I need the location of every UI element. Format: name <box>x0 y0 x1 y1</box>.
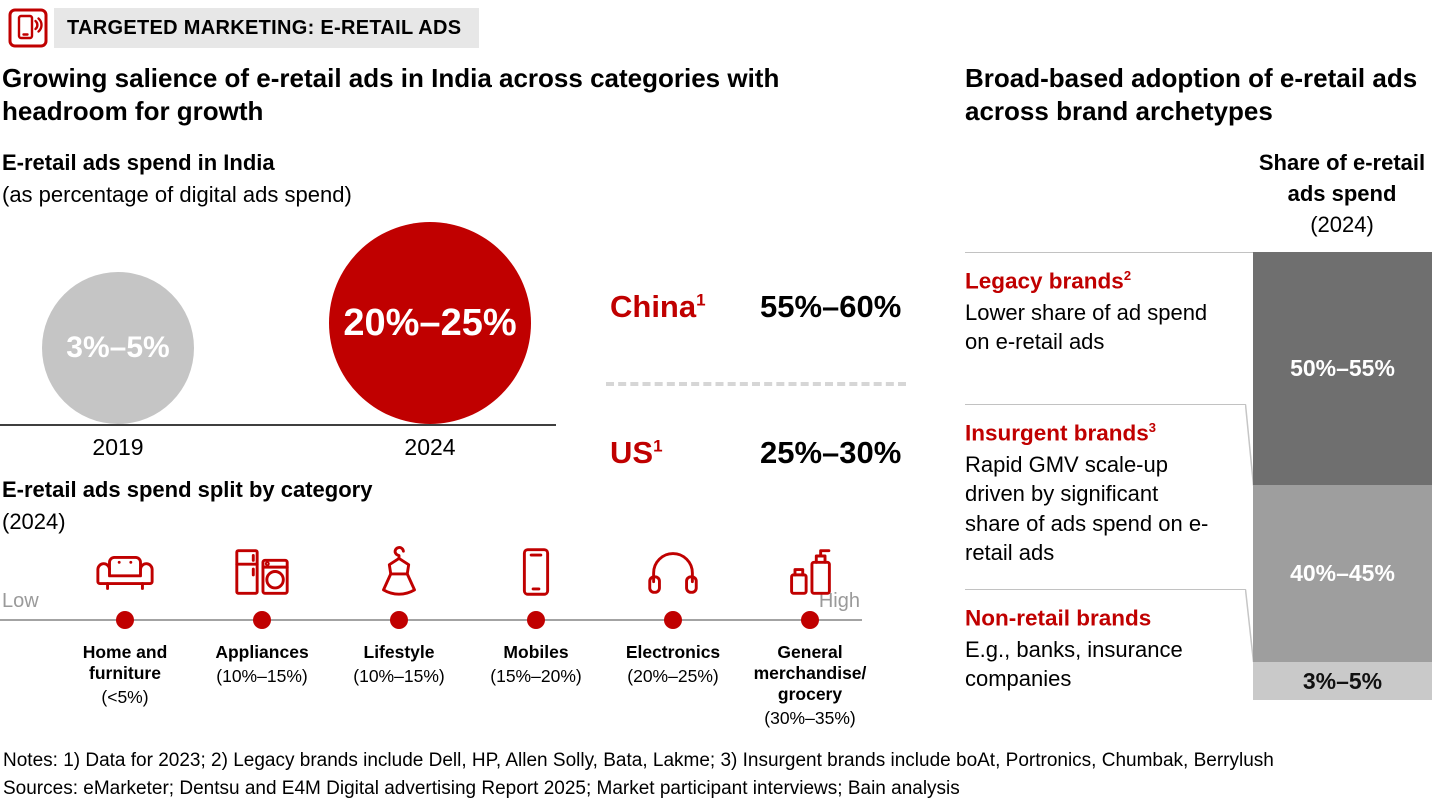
bar-segment-non-retail-value: 3%–5% <box>1302 667 1383 694</box>
benchmark-us-value: 25%–30% <box>760 435 902 470</box>
category-dot <box>116 611 134 629</box>
category-dot <box>527 611 545 629</box>
bubble-2019: 3%–5% <box>42 272 194 424</box>
category-appliances: Appliances (10%–15%) <box>182 536 342 687</box>
sources-line: Sources: eMarketer; Dentsu and E4M Digit… <box>3 777 960 799</box>
archetype-insurgent-description: Rapid GMV scale-up driven by significant… <box>965 451 1209 566</box>
category-name: Mobiles <box>503 642 569 662</box>
archetype-non-retail-name: Non-retail brands <box>965 598 1221 633</box>
axis-label-high: High <box>818 590 860 612</box>
bar-chart-subtitle: (2024) <box>1310 212 1374 237</box>
archetype-insurgent-footnote: 3 <box>1148 420 1157 435</box>
archetype-non-retail-description: E.g., banks, insurance companies <box>965 636 1183 692</box>
category-dot <box>801 611 819 629</box>
archetype-legacy-label: Legacy brands <box>965 268 1124 294</box>
bar-segment-insurgent-value: 40%–45% <box>1290 560 1395 586</box>
archetype-insurgent: Insurgent brands3 Rapid GMV scale-up dri… <box>965 413 1221 568</box>
notes-line: Notes: 1) Data for 2023; 2) Legacy brand… <box>3 750 1274 771</box>
category-name: Electronics <box>625 642 721 662</box>
year-label-2019: 2019 <box>92 434 144 460</box>
sofa-icon <box>94 536 156 600</box>
category-axis <box>0 619 862 621</box>
benchmark-us-name: US <box>610 435 654 470</box>
category-mobiles: Mobiles (15%–20%) <box>456 536 616 687</box>
header-badge: TARGETED MARKETING: E-RETAIL ADS <box>8 8 480 48</box>
badge-label: TARGETED MARKETING: E-RETAIL ADS <box>54 8 480 48</box>
archetype-non-retail: Non-retail brands E.g., banks, insurance… <box>965 598 1221 694</box>
bubble-2024-value: 20%–25% <box>343 301 517 344</box>
benchmark-china: China1 55%–60% <box>610 289 901 325</box>
benchmark-china-value: 55%–60% <box>760 289 902 324</box>
category-range: (15%–20%) <box>490 666 582 686</box>
category-general-merchandise: General merchandise/ grocery (30%–35%) <box>730 536 890 729</box>
bar-chart-title: Share of e-retail ads spend <box>1258 150 1426 206</box>
bar-connector-lines <box>1245 404 1254 663</box>
archetype-separator <box>965 404 1246 405</box>
footnotes: Notes: 1) Data for 2023; 2) Legacy brand… <box>3 747 1437 802</box>
bar-segment-legacy-value: 50%–55% <box>1290 355 1395 381</box>
category-name: Appliances <box>215 642 309 662</box>
toiletries-icon <box>779 536 841 600</box>
category-dot <box>664 611 682 629</box>
category-lifestyle: Lifestyle (10%–15%) <box>319 536 479 687</box>
bar-segment-legacy: 50%–55% <box>1253 252 1432 485</box>
archetype-separator <box>965 589 1246 590</box>
appliances-icon <box>231 536 293 600</box>
category-dot <box>390 611 408 629</box>
archetype-insurgent-name: Insurgent brands3 <box>965 413 1221 448</box>
archetype-non-retail-label: Non-retail brands <box>965 605 1152 631</box>
benchmark-divider <box>606 382 906 386</box>
benchmark-china-name: China <box>610 289 697 324</box>
benchmark-us-label: US1 <box>610 435 760 471</box>
bubble-2024: 20%–25% <box>329 222 531 424</box>
category-range: (30%–35%) <box>764 708 856 728</box>
smartphone-icon <box>505 536 567 600</box>
category-range: (<5%) <box>101 687 149 707</box>
archetype-legacy-footnote: 2 <box>1123 268 1132 283</box>
mobile-ad-icon <box>8 8 48 48</box>
category-dot <box>253 611 271 629</box>
category-name: General merchandise/ grocery <box>753 642 867 704</box>
bubble-chart-title: E-retail ads spend in India <box>2 150 275 175</box>
dress-icon <box>368 536 430 600</box>
archetype-separator <box>965 252 1253 253</box>
benchmark-china-footnote: 1 <box>696 290 706 310</box>
year-label-2024: 2024 <box>404 434 456 460</box>
right-section-title: Broad-based adoption of e-retail ads acr… <box>965 63 1418 126</box>
category-range: (20%–25%) <box>627 666 719 686</box>
axis-label-low: Low <box>2 590 39 612</box>
category-range: (10%–15%) <box>353 666 445 686</box>
benchmark-china-label: China1 <box>610 289 760 325</box>
category-range: (10%–15%) <box>216 666 308 686</box>
bar-segment-insurgent: 40%–45% <box>1253 485 1432 662</box>
headphones-icon <box>642 536 704 600</box>
category-chart-title: E-retail ads spend split by category <box>2 477 373 502</box>
category-home-furniture: Home and furniture (<5%) <box>45 536 205 708</box>
category-electronics: Electronics (20%–25%) <box>593 536 753 687</box>
benchmark-us-footnote: 1 <box>653 436 663 456</box>
category-name: Home and furniture <box>82 642 168 683</box>
left-section-title: Growing salience of e-retail ads in Indi… <box>2 63 780 126</box>
archetype-legacy-name: Legacy brands2 <box>965 261 1221 296</box>
archetype-legacy-description: Lower share of ad spend on e-retail ads <box>965 299 1208 355</box>
bar-segment-non-retail: 3%–5% <box>1253 662 1432 700</box>
archetype-legacy: Legacy brands2 Lower share of ad spend o… <box>965 261 1221 357</box>
archetype-insurgent-label: Insurgent brands <box>965 420 1149 446</box>
category-name: Lifestyle <box>363 642 435 662</box>
benchmark-us: US1 25%–30% <box>610 435 901 471</box>
category-chart-subtitle: (2024) <box>2 509 66 534</box>
bubble-2019-value: 3%–5% <box>66 331 170 364</box>
bubble-baseline <box>0 424 556 426</box>
bar-chart-header: Share of e-retail ads spend (2024) <box>1242 147 1440 240</box>
bubble-chart-subtitle: (as percentage of digital ads spend) <box>2 182 352 207</box>
